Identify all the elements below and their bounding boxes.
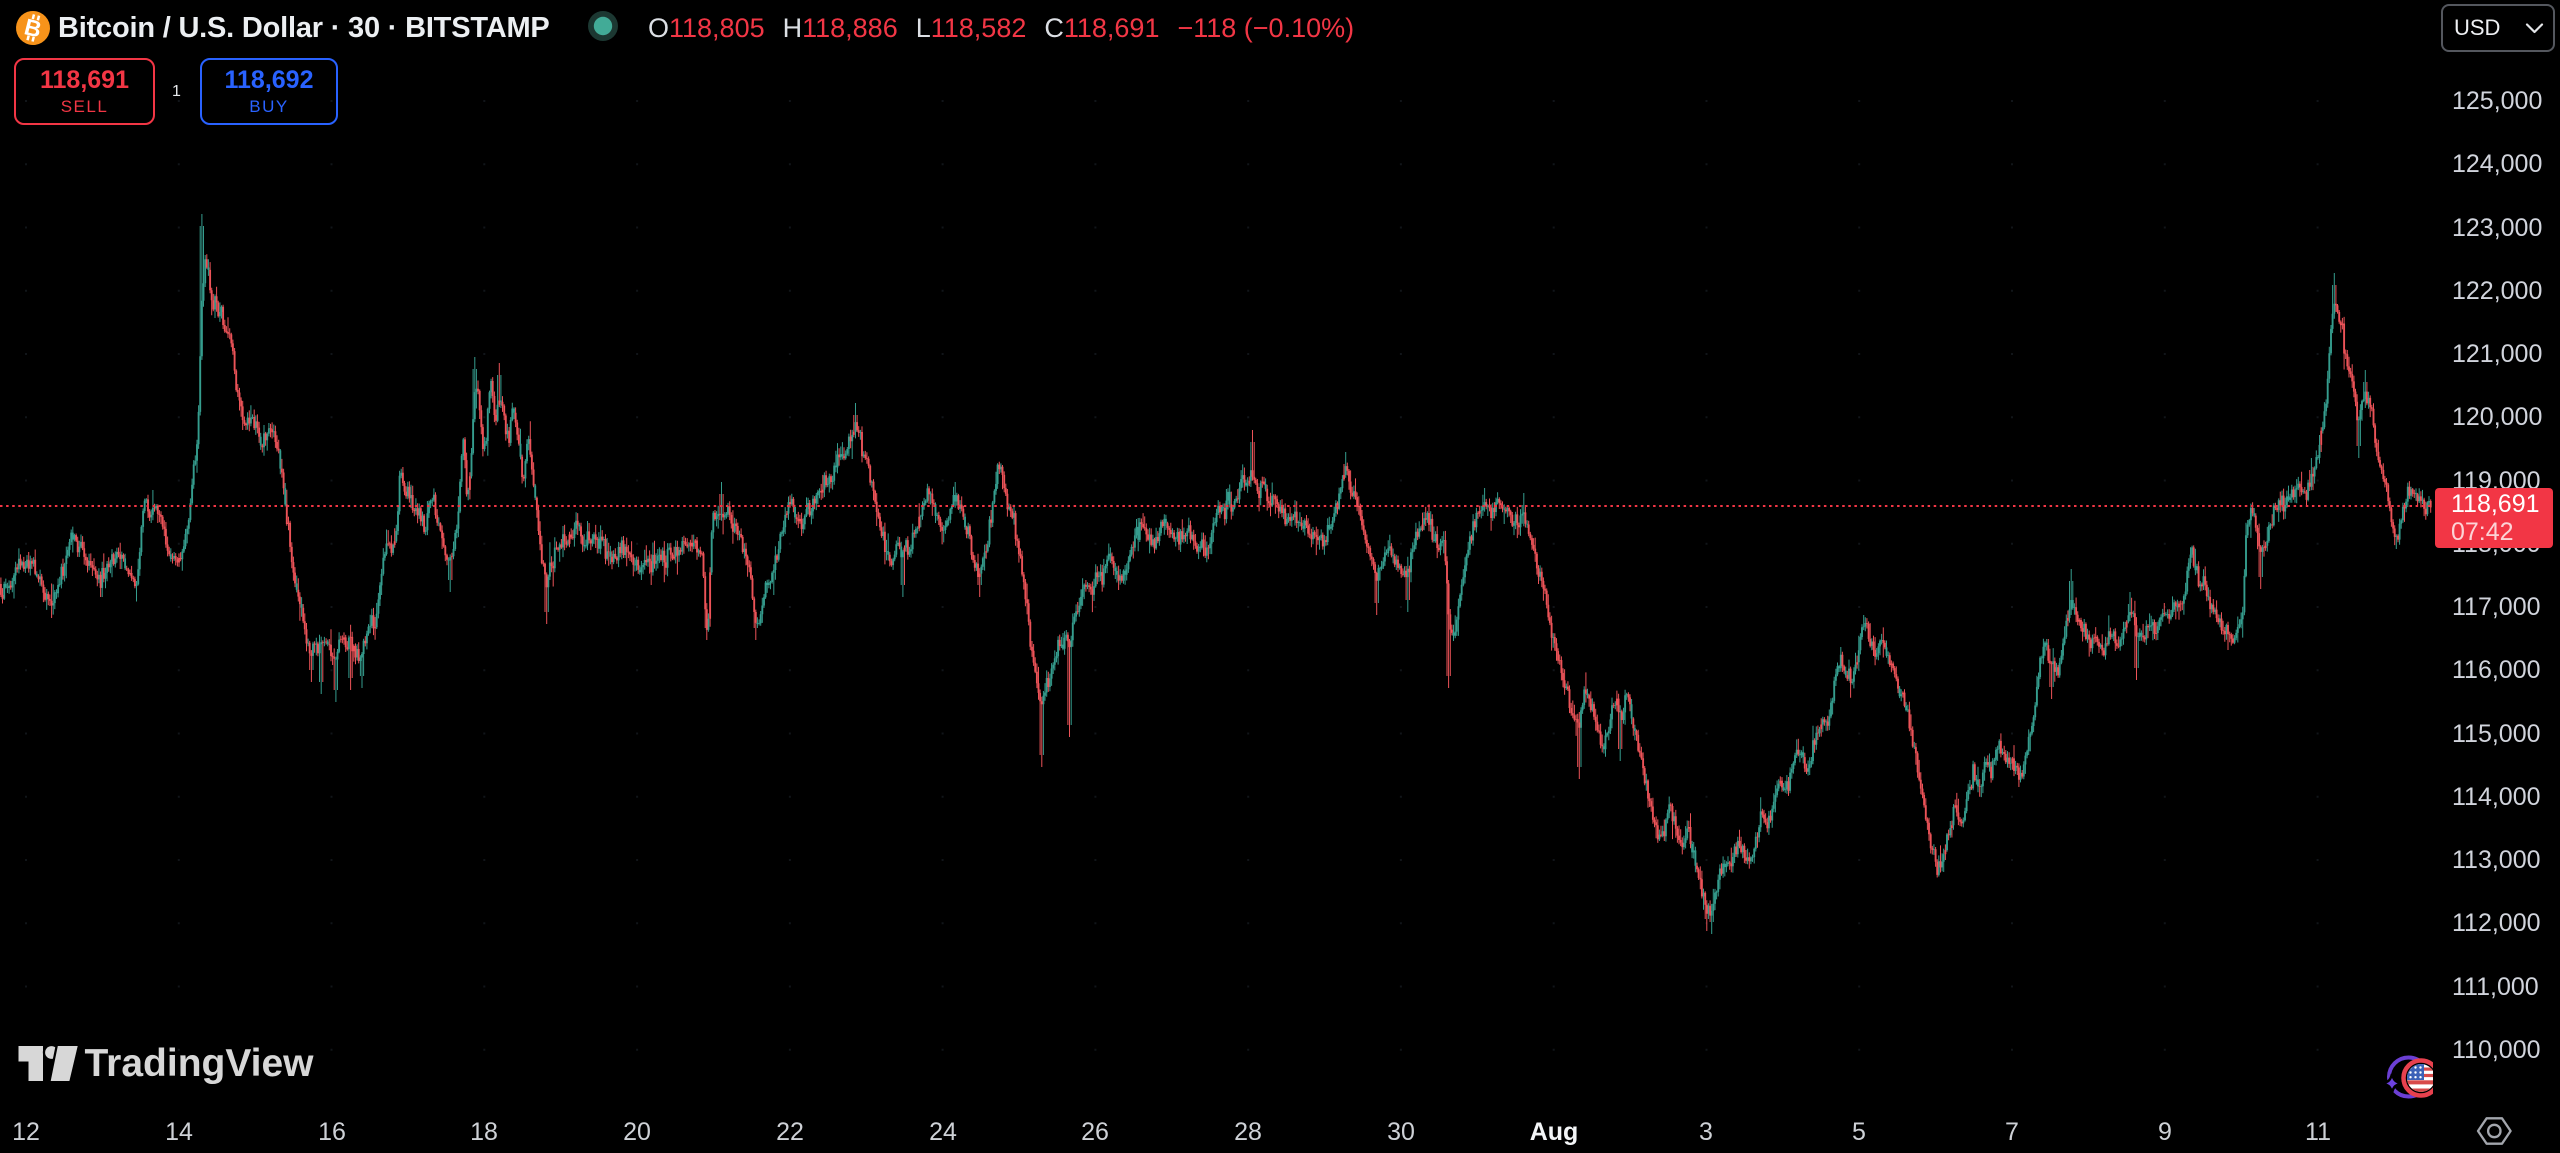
svg-text:B: B [22, 13, 44, 42]
svg-text:TradingView: TradingView [85, 1042, 315, 1085]
